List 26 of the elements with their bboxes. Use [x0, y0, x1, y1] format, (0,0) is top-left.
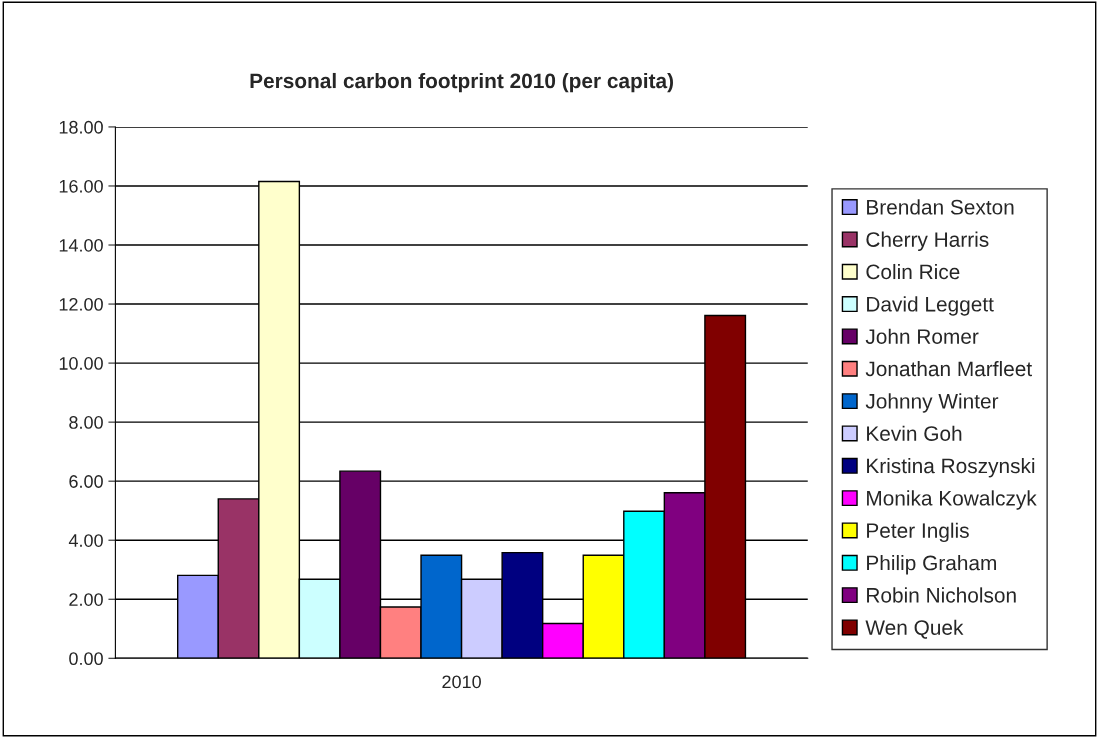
legend-label: Monika Kowalczyk — [867, 490, 1037, 510]
legend-label: Johnny Winter — [865, 393, 999, 413]
legend-label: Robin Nicholson — [867, 587, 1016, 603]
y-tick-label: 16.00 — [59, 179, 103, 193]
legend-label: Philip Graham — [867, 554, 996, 575]
y-tick-label: 12.00 — [59, 297, 103, 311]
y-tick-label: 0.00 — [69, 652, 103, 666]
legend-label: David Leggett — [867, 296, 994, 316]
y-tick-label: 8.00 — [69, 416, 103, 429]
legend-label: Brendan Sexton — [867, 199, 1014, 215]
legend-label: Kevin Goh — [867, 425, 962, 441]
chart-title: Personal carbon footprint 2010 (per capita) — [250, 72, 673, 93]
legend-label: John Romer — [865, 328, 979, 344]
y-tick-label: 4.00 — [68, 534, 103, 547]
y-tick-label: 10.00 — [59, 357, 103, 370]
legend-label: Kristina Roszynski — [867, 457, 1035, 478]
legend-label: Peter Inglis — [867, 522, 969, 543]
legend-label: Wen Quek — [865, 619, 964, 639]
legend-label: Cherry Harris — [866, 231, 989, 252]
x-tick-label: 2010 — [442, 675, 481, 689]
y-tick-label: 2.00 — [69, 593, 103, 606]
y-tick-label: 6.00 — [69, 475, 103, 488]
legend-label: Colin Rice — [866, 263, 960, 280]
legend-label: Jonathan Marfleet — [865, 360, 1032, 377]
y-tick-label: 14.00 — [59, 238, 103, 252]
y-tick-label: 18.00 — [59, 120, 103, 134]
